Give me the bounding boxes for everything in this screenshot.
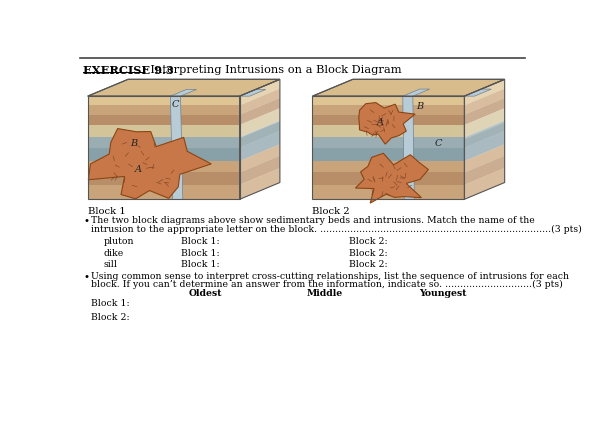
Text: B: B — [130, 139, 137, 148]
Text: C: C — [171, 100, 179, 109]
Polygon shape — [403, 89, 430, 96]
Text: Block 2:: Block 2: — [349, 248, 388, 257]
Polygon shape — [240, 108, 280, 137]
Polygon shape — [171, 89, 196, 96]
Text: C: C — [435, 139, 442, 148]
Text: dike: dike — [103, 248, 123, 257]
Text: Block 1:: Block 1: — [181, 260, 219, 269]
Text: Block 2: Block 2 — [313, 207, 350, 216]
Bar — [88, 172, 240, 185]
Polygon shape — [88, 79, 280, 96]
Polygon shape — [464, 79, 504, 106]
Bar — [313, 161, 464, 172]
Polygon shape — [464, 123, 504, 148]
Text: Block 1:: Block 1: — [91, 299, 129, 308]
Polygon shape — [240, 121, 280, 148]
Text: Youngest: Youngest — [419, 290, 466, 299]
Polygon shape — [313, 79, 504, 96]
Polygon shape — [240, 168, 280, 199]
Text: Block 2:: Block 2: — [349, 260, 388, 269]
Text: Oldest: Oldest — [188, 290, 222, 299]
Bar — [313, 137, 464, 148]
Polygon shape — [464, 144, 504, 172]
Bar — [313, 125, 464, 137]
Text: The two block diagrams above show sedimentary beds and intrusions. Match the nam: The two block diagrams above show sedime… — [91, 216, 535, 225]
Polygon shape — [403, 96, 414, 199]
Polygon shape — [240, 79, 280, 106]
Bar — [313, 172, 464, 185]
Bar — [313, 185, 464, 199]
Polygon shape — [240, 98, 280, 125]
Polygon shape — [464, 98, 504, 125]
Text: A: A — [377, 118, 384, 127]
Text: Block 2:: Block 2: — [91, 313, 129, 322]
Text: •: • — [84, 272, 90, 282]
Polygon shape — [464, 168, 504, 199]
Text: Using common sense to interpret cross-cutting relationships, list the sequence o: Using common sense to interpret cross-cu… — [91, 272, 569, 281]
Polygon shape — [359, 103, 415, 144]
Bar — [313, 106, 464, 115]
Polygon shape — [240, 122, 280, 148]
Bar — [88, 185, 240, 199]
Polygon shape — [171, 96, 183, 199]
Text: EXERCISE 9.3: EXERCISE 9.3 — [83, 65, 174, 76]
Bar — [313, 115, 464, 125]
Polygon shape — [464, 156, 504, 185]
Bar — [313, 148, 464, 161]
Text: B: B — [416, 102, 424, 111]
Bar — [88, 106, 240, 115]
Polygon shape — [240, 156, 280, 185]
Text: : Interpreting Intrusions on a Block Diagram: : Interpreting Intrusions on a Block Dia… — [143, 65, 401, 75]
Bar — [313, 96, 464, 106]
Polygon shape — [240, 131, 280, 161]
Text: Block 1:: Block 1: — [181, 248, 219, 257]
Polygon shape — [464, 89, 504, 115]
Bar — [88, 96, 240, 106]
Bar — [88, 161, 240, 172]
Text: block. If you can’t determine an answer from the information, indicate so. .....: block. If you can’t determine an answer … — [91, 280, 563, 289]
Bar — [313, 139, 464, 148]
Polygon shape — [464, 121, 504, 148]
Bar — [88, 96, 240, 199]
Text: Block 1: Block 1 — [88, 207, 126, 216]
Bar — [313, 96, 464, 199]
Polygon shape — [240, 144, 280, 172]
Bar — [88, 139, 240, 148]
Polygon shape — [464, 89, 491, 96]
Bar — [88, 137, 240, 148]
Text: Block 2:: Block 2: — [349, 237, 388, 246]
Polygon shape — [88, 129, 211, 199]
Polygon shape — [464, 108, 504, 137]
Text: sill: sill — [103, 260, 117, 269]
Text: A: A — [135, 165, 142, 174]
Bar — [88, 125, 240, 137]
Text: pluton: pluton — [103, 237, 134, 246]
Text: Middle: Middle — [306, 290, 343, 299]
Polygon shape — [464, 131, 504, 161]
Bar — [88, 148, 240, 161]
Polygon shape — [240, 89, 280, 115]
Text: Block 1:: Block 1: — [181, 237, 219, 246]
Text: •: • — [84, 216, 90, 226]
Text: intrusion to the appropriate letter on the block. ..............................: intrusion to the appropriate letter on t… — [91, 225, 582, 234]
Polygon shape — [355, 153, 428, 203]
Bar — [88, 115, 240, 125]
Polygon shape — [240, 89, 266, 96]
